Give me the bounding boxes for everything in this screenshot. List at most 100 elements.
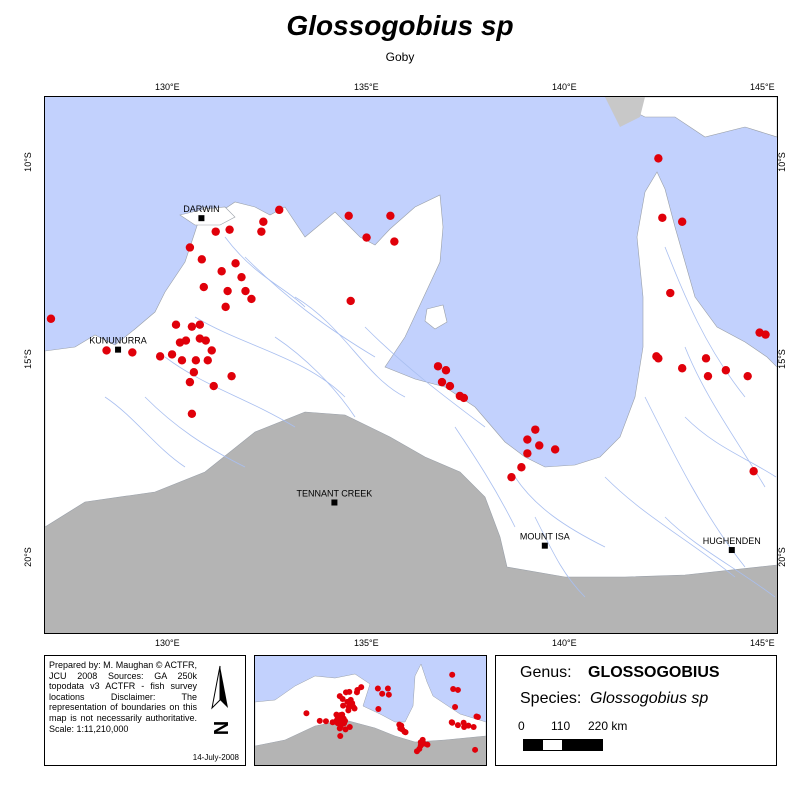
lon-tick-bottom: 145°E <box>750 638 775 648</box>
survey-record-point <box>241 286 250 296</box>
inset-record-point <box>351 705 358 712</box>
survey-record-point <box>362 233 371 242</box>
inset-record-point <box>346 688 353 695</box>
inset-record-point <box>340 702 347 709</box>
survey-record-point <box>209 381 218 391</box>
survey-record-point <box>550 445 560 454</box>
survey-record-point <box>207 346 216 355</box>
survey-record-point <box>155 352 165 361</box>
scale-bar <box>523 739 603 751</box>
inset-record-point <box>339 695 346 702</box>
survey-record-point <box>197 255 207 264</box>
survey-record-point <box>703 371 713 381</box>
map-canvas: DARWIN KUNUNURRA TENNANT CREEK MOUNT ISA HUG… <box>45 97 777 633</box>
survey-record-point <box>189 368 199 377</box>
river <box>664 246 746 398</box>
map-subtitle: Goby <box>385 50 415 64</box>
river <box>224 236 306 308</box>
scale-label-110: 110 <box>551 719 571 733</box>
survey-record-point <box>666 288 675 298</box>
inset-record-point <box>454 722 461 729</box>
credits-text: Prepared by: M. Maughan © ACTFR, JCU 200… <box>49 660 197 734</box>
survey-record-point <box>257 227 266 236</box>
species-label: Species: <box>520 690 582 707</box>
inset-record-point <box>454 686 461 693</box>
survey-record-point <box>344 211 353 220</box>
survey-record-point <box>259 217 268 226</box>
survey-record-point <box>386 211 395 220</box>
survey-record-point <box>346 296 355 306</box>
map-title: Glossogobius sp <box>286 10 514 41</box>
north-label: N <box>211 721 233 735</box>
survey-record-point <box>677 217 687 226</box>
river <box>164 356 296 428</box>
survey-record-point <box>128 348 137 357</box>
outside-region <box>45 412 777 633</box>
inset-record-point <box>465 722 472 729</box>
place-marker <box>115 346 122 353</box>
scale-label-220: 220 km <box>588 719 628 733</box>
island <box>424 304 448 330</box>
credits-date: 14-July-2008 <box>192 753 239 762</box>
scale-label-0: 0 <box>518 719 525 733</box>
place-label: DARWIN <box>183 204 219 214</box>
inset-record-point <box>424 741 431 748</box>
survey-record-point <box>445 381 455 391</box>
place-marker <box>198 215 205 222</box>
survey-record-point <box>199 282 208 292</box>
survey-record-point <box>749 467 758 476</box>
inset-record-point <box>449 719 456 726</box>
lat-tick-left: 20°S <box>22 547 33 567</box>
inset-canvas <box>255 663 486 765</box>
survey-record-point <box>201 336 210 345</box>
genus-value: GLOSSOGOBIUS <box>588 664 720 681</box>
png-coast-grey <box>605 97 645 127</box>
lon-tick-top: 130°E <box>155 82 180 92</box>
lat-tick-left: 15°S <box>22 349 33 369</box>
survey-record-point <box>658 213 667 222</box>
survey-record-point <box>275 205 284 215</box>
river <box>534 516 586 598</box>
species-value: Glossogobius sp <box>590 690 709 707</box>
inset-record-point <box>474 714 481 721</box>
survey-record-point <box>225 225 234 234</box>
survey-record-point <box>517 463 526 472</box>
river <box>144 396 246 468</box>
survey-record-point <box>677 364 687 373</box>
survey-record-point <box>177 356 187 365</box>
survey-record-point <box>223 286 232 296</box>
inset-record-point <box>384 685 391 692</box>
lat-tick-right: 20°S <box>776 547 787 567</box>
river <box>514 476 606 548</box>
river <box>364 326 486 428</box>
north-arrow-icon: N <box>211 665 233 735</box>
survey-record-point <box>459 393 469 403</box>
survey-record-point <box>181 336 191 345</box>
survey-record-point <box>523 435 532 444</box>
lat-tick-left: 10°S <box>22 152 33 172</box>
survey-record-point <box>437 377 447 387</box>
lon-tick-bottom: 140°E <box>552 638 577 648</box>
place-marker <box>541 542 548 549</box>
legend-box: Genus: GLOSSOGOBIUS Species: Glossogobiu… <box>495 655 777 766</box>
main-map[interactable]: DARWIN KUNUNURRA TENNANT CREEK MOUNT ISA HUG… <box>44 96 778 634</box>
survey-record-point <box>523 449 532 458</box>
survey-record-point <box>211 227 220 236</box>
survey-record-point <box>531 425 540 434</box>
inset-record-point <box>379 690 386 697</box>
place-label: MOUNT ISA <box>520 532 570 542</box>
survey-record-point <box>743 371 752 381</box>
inset-record-point <box>346 724 353 731</box>
lon-tick-top: 140°E <box>552 82 577 92</box>
inset-record-point <box>452 704 459 711</box>
river <box>684 416 777 478</box>
lon-tick-bottom: 130°E <box>155 638 180 648</box>
survey-record-point <box>433 362 443 371</box>
river-network <box>104 236 777 598</box>
survey-record-point <box>185 243 195 252</box>
inset-record-point <box>322 718 329 725</box>
survey-record-point <box>721 366 731 375</box>
inset-record-point <box>449 671 456 678</box>
place-label: TENNANT CREEK <box>296 489 372 499</box>
inset-record-point <box>375 705 382 712</box>
